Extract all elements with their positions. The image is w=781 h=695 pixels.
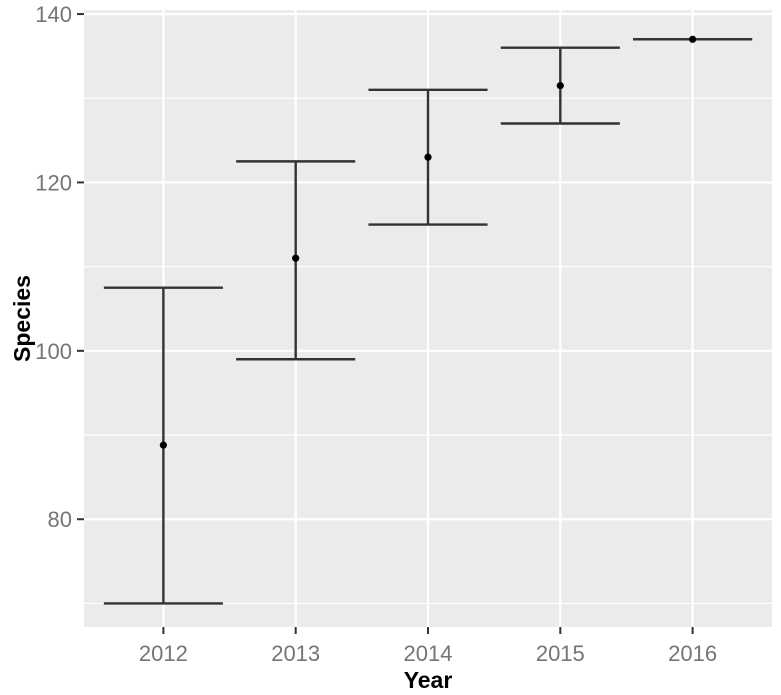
x-tick-label: 2015 xyxy=(536,641,585,666)
x-tick-label: 2013 xyxy=(271,641,320,666)
data-point xyxy=(292,254,300,262)
x-tick-label: 2014 xyxy=(404,641,453,666)
y-axis-tick-labels: 80 100 120 140 xyxy=(35,2,72,532)
y-axis-title: Species xyxy=(9,275,35,362)
y-tick-label: 120 xyxy=(35,170,72,195)
data-point xyxy=(556,82,564,90)
axis-tick-marks xyxy=(77,13,694,634)
x-tick-label: 2012 xyxy=(139,641,188,666)
y-tick-label: 140 xyxy=(35,2,72,27)
data-point xyxy=(689,35,697,43)
x-axis-title: Year xyxy=(404,667,453,693)
data-points xyxy=(159,35,697,449)
data-point xyxy=(424,153,432,161)
x-axis-tick-labels: 2012 2013 2014 2015 2016 xyxy=(139,641,717,666)
x-tick-label: 2016 xyxy=(668,641,717,666)
data-point xyxy=(159,441,167,449)
y-tick-label: 80 xyxy=(48,507,72,532)
y-tick-label: 100 xyxy=(35,339,72,364)
